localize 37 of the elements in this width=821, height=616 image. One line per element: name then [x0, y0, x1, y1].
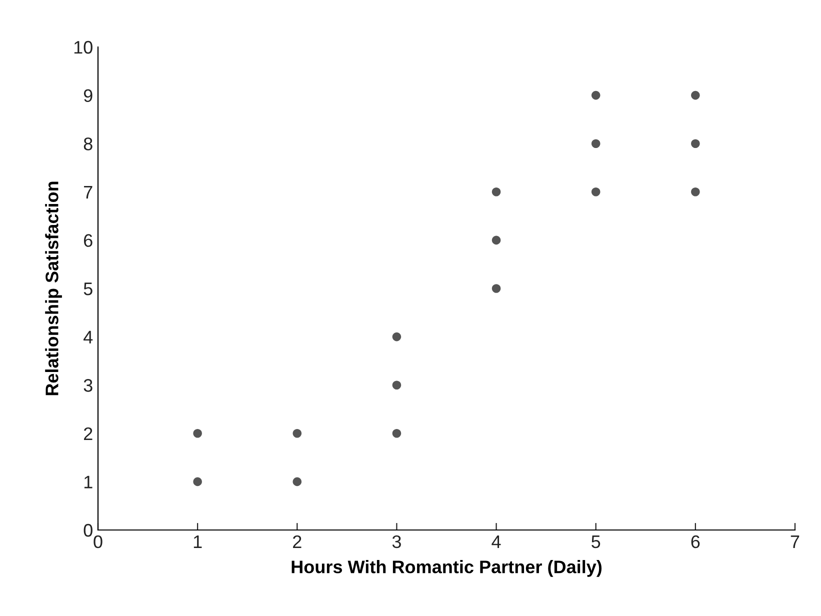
- x-tick-label: 4: [492, 536, 501, 548]
- y-tick-label: 7: [84, 186, 92, 198]
- y-tick-label: 4: [84, 330, 93, 344]
- point: [691, 90, 700, 100]
- point: [193, 429, 202, 438]
- x-tick-label: 2: [293, 535, 302, 548]
- y-tick-label: 8: [84, 138, 92, 150]
- point: [392, 332, 402, 342]
- point: [292, 429, 302, 438]
- x-tick-label: 6: [691, 535, 700, 548]
- y-axis-title: Relationship Satisfaction: [45, 182, 62, 396]
- point: [492, 284, 501, 293]
- y-tick-label: 6: [84, 234, 92, 247]
- x-tick-label: 7: [790, 536, 800, 548]
- x-tick-label: 5: [592, 536, 600, 548]
- y-tick-label: 5: [84, 282, 92, 296]
- y-tick-label: 1: [84, 476, 92, 488]
- point: [292, 477, 302, 486]
- point: [193, 477, 202, 486]
- y-tick-label: 3: [84, 379, 92, 392]
- y-tick-label: 0: [84, 524, 92, 537]
- x-tick-label: 0: [94, 535, 102, 548]
- x-tick-label: 1: [194, 536, 202, 548]
- y-tick-label: 10: [74, 40, 92, 54]
- y-tick-label: 9: [84, 89, 92, 102]
- point: [492, 188, 501, 196]
- point: [591, 90, 600, 100]
- point: [591, 188, 600, 196]
- point: [392, 380, 402, 390]
- x-tick-label: 3: [392, 535, 401, 548]
- point: [691, 188, 700, 196]
- point: [492, 236, 501, 245]
- point: [591, 139, 600, 148]
- x-axis-title: Hours With Romantic Partner (Daily): [292, 560, 602, 577]
- y-tick-label: 2: [84, 427, 92, 440]
- point: [392, 429, 402, 438]
- point: [691, 139, 700, 148]
